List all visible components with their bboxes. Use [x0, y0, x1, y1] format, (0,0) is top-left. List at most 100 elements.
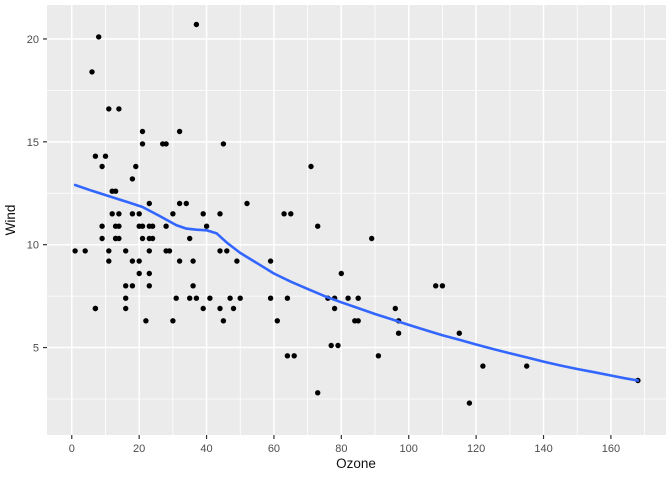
data-point	[315, 223, 321, 229]
data-point	[200, 211, 206, 217]
x-tick-label: 80	[335, 443, 347, 455]
x-tick-label: 40	[200, 443, 212, 455]
data-point	[274, 318, 280, 324]
data-point	[170, 318, 176, 324]
data-point	[123, 283, 129, 289]
data-point	[116, 106, 122, 112]
data-point	[139, 223, 146, 229]
data-point	[220, 141, 227, 147]
x-tick-label: 100	[400, 443, 418, 455]
data-point	[375, 353, 382, 359]
data-point	[136, 270, 142, 277]
data-point	[129, 283, 136, 289]
data-point	[433, 283, 439, 289]
data-point	[102, 153, 109, 159]
plot-panel: 0 20 40 60 80 100 120 140 160 5 10 15 20	[27, 5, 666, 455]
data-point	[524, 363, 530, 369]
data-point	[123, 305, 129, 312]
data-point	[123, 248, 129, 254]
data-point	[176, 200, 183, 207]
data-point	[123, 295, 129, 301]
data-point	[230, 305, 237, 312]
data-point	[139, 141, 146, 147]
data-point	[173, 295, 179, 301]
data-point	[480, 363, 486, 369]
data-point	[99, 163, 105, 170]
data-point	[456, 330, 462, 336]
data-point	[109, 211, 115, 217]
data-point	[193, 295, 200, 301]
y-tick-label: 20	[27, 34, 39, 46]
x-tick-label: 120	[467, 443, 485, 455]
data-point	[143, 318, 149, 324]
data-point	[176, 258, 183, 264]
data-point	[92, 153, 99, 159]
x-tick-label: 160	[602, 443, 620, 455]
data-point	[176, 128, 183, 135]
data-point	[244, 200, 250, 207]
data-point	[183, 200, 189, 207]
data-point	[466, 400, 473, 406]
data-point	[106, 106, 112, 112]
data-point	[116, 235, 122, 242]
data-point	[146, 248, 152, 254]
data-point	[227, 295, 233, 301]
data-point	[146, 270, 152, 277]
data-point	[160, 141, 166, 147]
data-point	[338, 270, 344, 277]
data-point	[136, 258, 142, 264]
data-point	[267, 258, 274, 264]
data-point	[207, 295, 213, 301]
data-point	[220, 318, 227, 324]
data-point	[72, 248, 78, 254]
data-point	[89, 69, 95, 75]
data-point	[217, 211, 223, 217]
data-point	[267, 295, 274, 301]
data-point	[200, 305, 206, 312]
data-point	[163, 223, 169, 229]
data-point	[112, 223, 119, 229]
x-tick-label: 140	[534, 443, 552, 455]
data-point	[193, 21, 200, 28]
data-point	[112, 188, 119, 194]
data-point	[187, 235, 193, 242]
data-point	[139, 235, 146, 242]
data-point	[106, 258, 112, 264]
data-point	[82, 248, 88, 254]
data-point	[133, 163, 139, 170]
data-point	[139, 128, 146, 135]
data-point	[281, 211, 287, 217]
data-point	[315, 390, 321, 396]
data-point	[190, 283, 196, 289]
y-tick-label: 10	[27, 240, 39, 252]
data-point	[328, 342, 334, 349]
data-point	[308, 163, 314, 170]
data-point	[170, 211, 176, 217]
x-axis-title: Ozone	[336, 456, 376, 471]
y-tick-label: 15	[27, 137, 39, 149]
data-point	[99, 235, 105, 242]
data-point	[237, 295, 243, 301]
y-axis-title: Wind	[3, 205, 18, 236]
data-point	[395, 330, 402, 336]
data-point	[291, 353, 297, 359]
x-tick-label: 20	[133, 443, 145, 455]
data-point	[355, 295, 361, 301]
data-point	[146, 200, 152, 207]
data-point	[203, 223, 210, 229]
data-point	[129, 211, 136, 217]
x-tick-label: 60	[268, 443, 280, 455]
data-point	[331, 305, 338, 312]
data-point	[217, 248, 223, 254]
data-point	[149, 223, 156, 229]
y-tick-label: 5	[33, 343, 39, 355]
data-point	[369, 235, 375, 242]
data-point	[392, 305, 398, 312]
smooth-line	[73, 183, 640, 382]
data-point	[190, 258, 196, 264]
x-tick-label: 0	[69, 443, 75, 455]
data-point	[284, 295, 291, 301]
data-point	[149, 235, 156, 242]
data-point	[146, 283, 152, 289]
